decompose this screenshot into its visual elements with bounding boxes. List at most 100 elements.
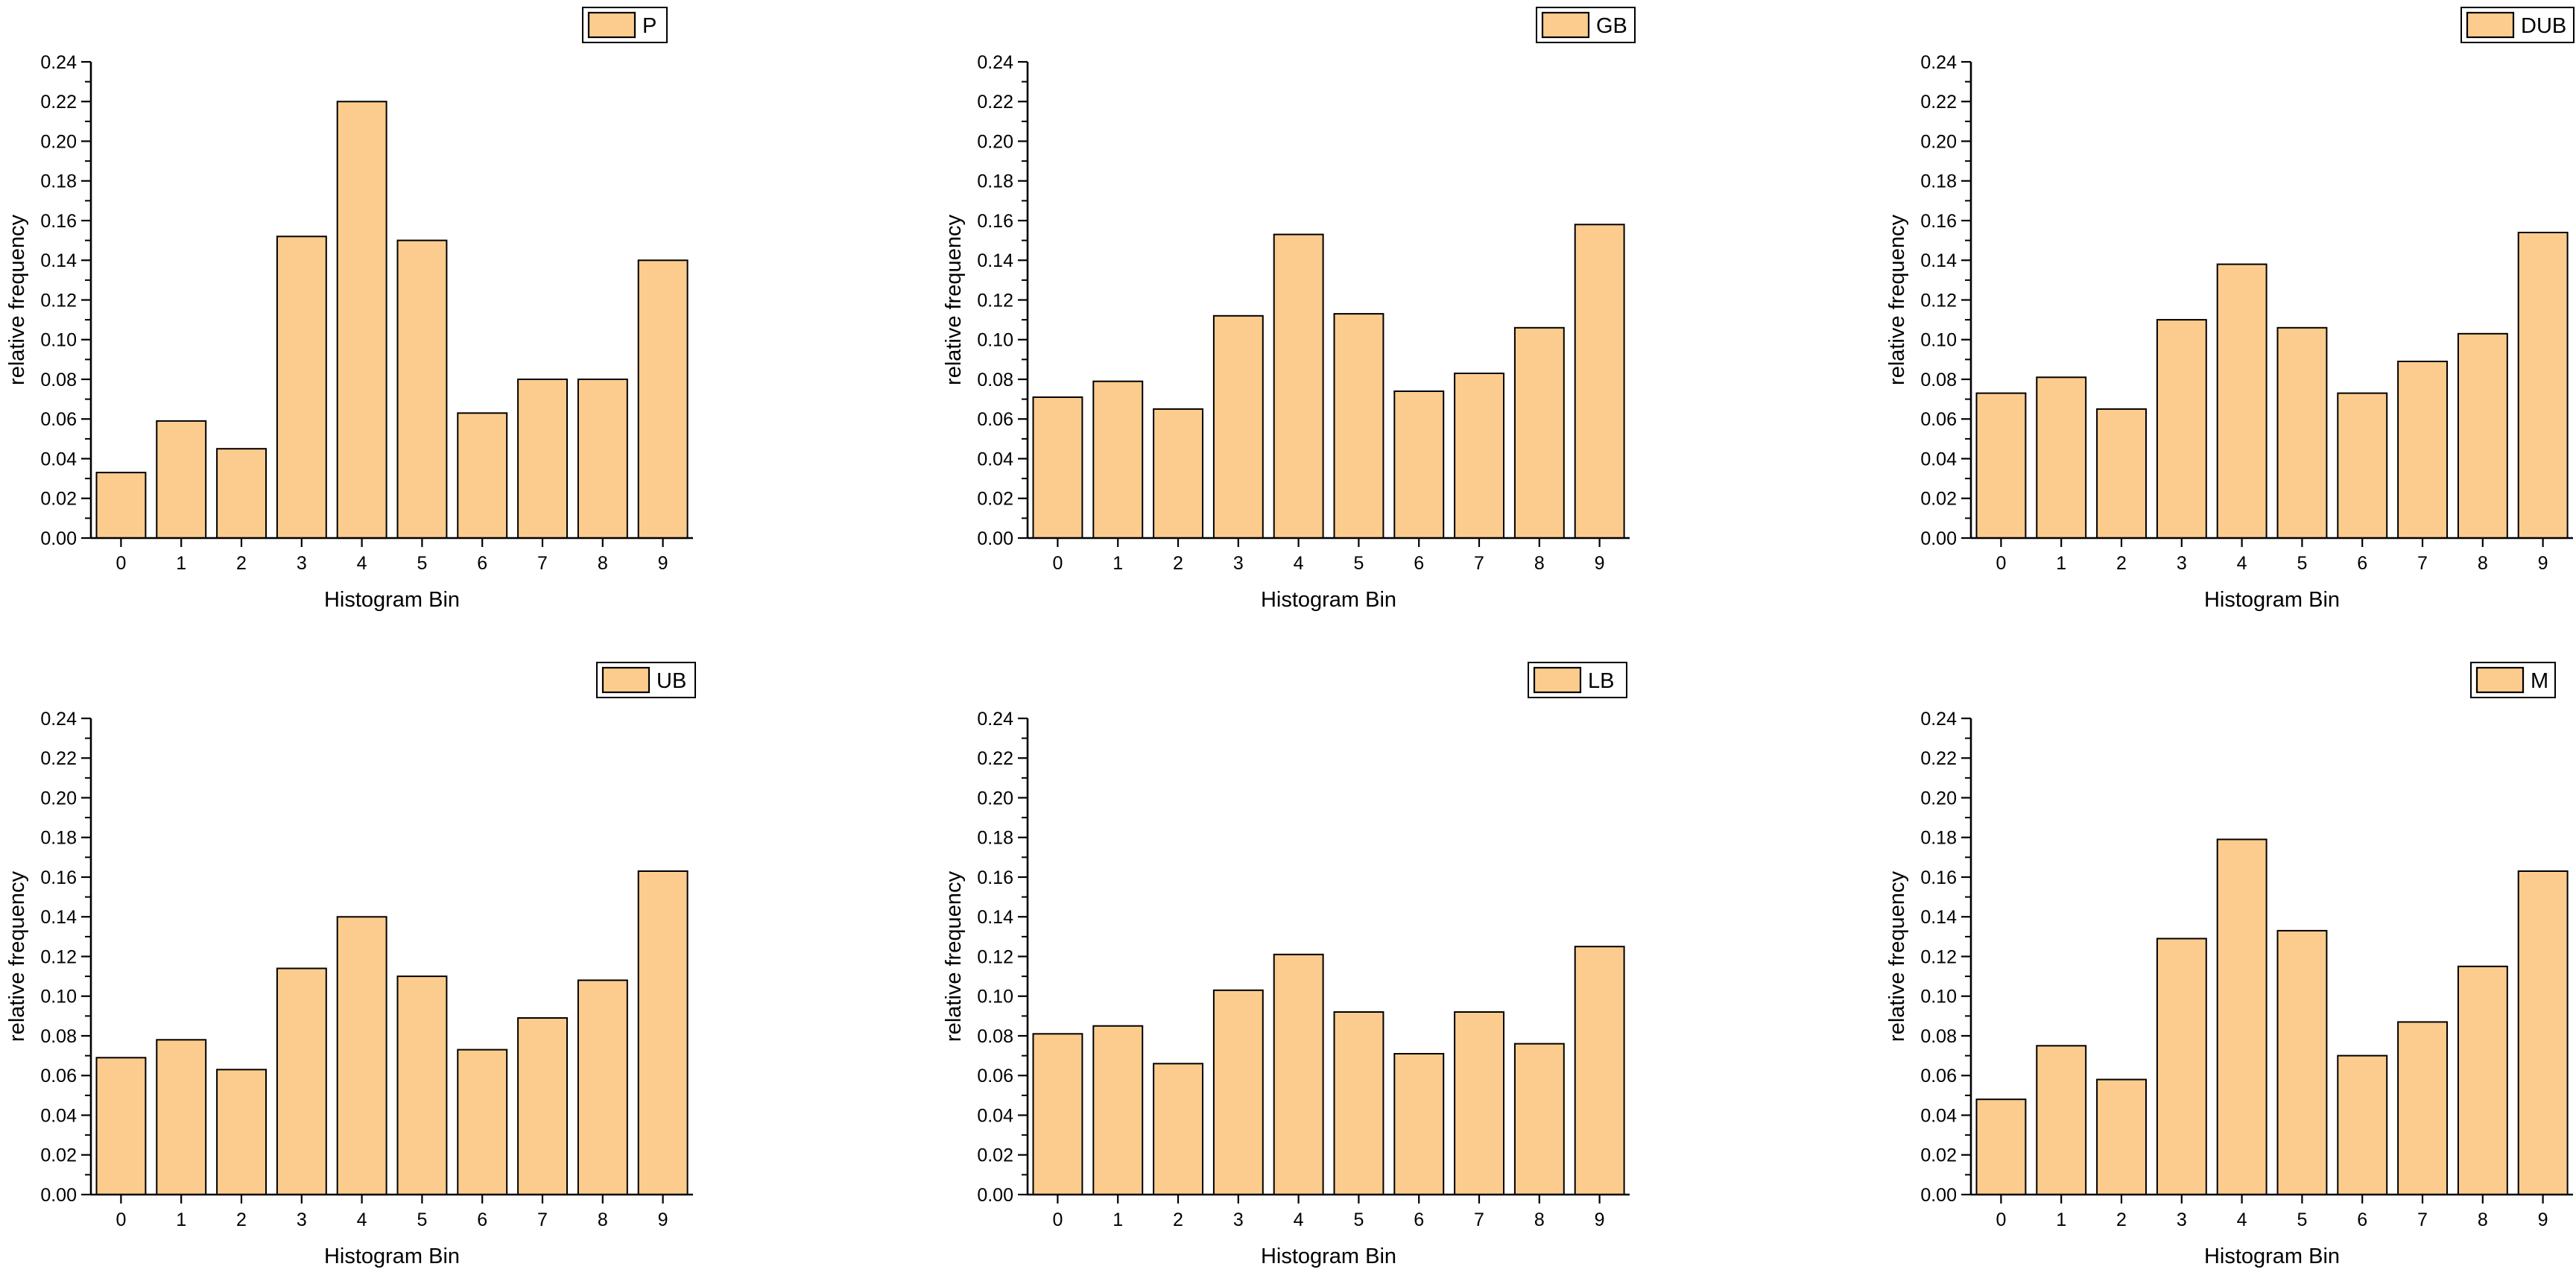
y-tick-label: 0.24 [1920, 709, 1957, 730]
x-tick-label: 3 [2177, 1209, 2187, 1230]
y-tick-label: 0.08 [40, 1026, 77, 1047]
bar-bin-7 [517, 1017, 568, 1195]
x-tick-label: 3 [1233, 553, 1244, 574]
bar-bin-4 [1273, 233, 1324, 539]
bar-bin-7 [1454, 1011, 1504, 1195]
x-tick-label: 7 [1474, 1209, 1484, 1230]
y-tick-label: 0.22 [40, 748, 77, 769]
bar-bin-2 [2096, 1078, 2148, 1195]
x-tick-label: 9 [658, 1209, 668, 1230]
y-tick-label: 0.08 [977, 370, 1013, 390]
y-tick-label: 0.00 [977, 1185, 1013, 1206]
x-tick-label: 6 [477, 553, 487, 574]
y-tick-label: 0.02 [977, 489, 1013, 510]
bar-bin-9 [1574, 224, 1625, 539]
bar-bin-0 [1032, 1033, 1083, 1195]
y-tick-label: 0.16 [977, 867, 1013, 888]
x-tick-label: 8 [1534, 553, 1545, 574]
y-tick-label: 0.02 [1920, 489, 1957, 510]
y-tick-label: 0.10 [977, 987, 1013, 1008]
x-tick-label: 9 [2538, 1209, 2548, 1230]
x-tick-label: 2 [1173, 1209, 1183, 1230]
bar-bin-9 [2517, 870, 2569, 1195]
legend-swatch [2475, 666, 2525, 694]
y-axis-title: relative frequency [1885, 871, 1909, 1042]
bar-bin-8 [2457, 332, 2508, 539]
bar-bin-7 [2397, 1021, 2448, 1195]
x-tick-label: 4 [2237, 1209, 2247, 1230]
y-tick-label: 0.18 [1920, 828, 1957, 849]
bar-bin-8 [2457, 965, 2508, 1195]
y-tick-label: 0.12 [977, 946, 1013, 967]
x-tick-label: 7 [537, 1209, 548, 1230]
x-tick-label: 3 [297, 1209, 307, 1230]
bar-bin-8 [577, 979, 628, 1195]
x-tick-label: 0 [1052, 553, 1063, 574]
legend-label: DUB [2521, 14, 2566, 38]
x-tick-label: 4 [357, 1209, 367, 1230]
bar-bin-6 [1393, 1053, 1445, 1195]
legend: UB [596, 662, 696, 698]
y-tick-label: 0.04 [977, 449, 1013, 469]
bar-bin-7 [1454, 373, 1504, 539]
y-tick-label: 0.22 [977, 92, 1013, 113]
x-tick-label: 2 [1173, 553, 1183, 574]
x-tick-label: 6 [2357, 1209, 2367, 1230]
y-tick-label: 0.00 [1920, 1185, 1957, 1206]
y-tick-label: 0.20 [1920, 788, 1957, 809]
y-tick-label: 0.04 [1920, 1105, 1957, 1126]
y-tick-label: 0.06 [977, 1066, 1013, 1087]
y-tick-label: 0.18 [40, 171, 77, 192]
legend: M [2470, 662, 2556, 698]
bar-bin-1 [2036, 1045, 2087, 1195]
x-tick-label: 8 [598, 1209, 608, 1230]
bar-bin-8 [1513, 326, 1565, 539]
legend-label: UB [656, 669, 686, 693]
bar-bin-3 [1212, 989, 1264, 1195]
bar-bin-4 [336, 101, 387, 540]
y-tick-label: 0.18 [977, 171, 1013, 192]
x-axis-title: Histogram Bin [324, 1245, 460, 1268]
x-axis-title: Histogram Bin [2204, 1245, 2340, 1268]
bar-bin-1 [2036, 376, 2087, 539]
bar-bin-5 [396, 239, 448, 539]
bar-bin-1 [156, 420, 207, 540]
bar-bin-2 [216, 448, 268, 540]
bar-bin-0 [95, 1057, 147, 1195]
bar-bin-3 [2156, 937, 2207, 1195]
y-tick-label: 0.08 [977, 1026, 1013, 1047]
x-tick-label: 3 [1233, 1209, 1244, 1230]
y-tick-label: 0.14 [40, 250, 77, 271]
y-tick-label: 0.16 [40, 867, 77, 888]
y-tick-label: 0.24 [977, 52, 1013, 73]
bar-bin-4 [336, 916, 387, 1196]
x-axis-title: Histogram Bin [2204, 588, 2340, 612]
bar-bin-1 [1092, 1025, 1144, 1196]
y-tick-label: 0.04 [977, 1105, 1013, 1126]
bar-bin-5 [2276, 929, 2328, 1195]
bar-bin-0 [95, 472, 147, 539]
x-tick-label: 2 [236, 553, 247, 574]
legend-label: P [642, 14, 656, 38]
y-tick-label: 0.14 [977, 250, 1013, 271]
bar-bin-3 [276, 967, 327, 1195]
x-tick-label: 9 [658, 553, 668, 574]
bar-bin-7 [2397, 361, 2448, 539]
x-tick-label: 9 [1595, 553, 1605, 574]
bar-bin-6 [457, 1049, 508, 1195]
x-tick-label: 2 [2116, 1209, 2127, 1230]
bar-bin-9 [2517, 232, 2569, 539]
histogram-svg-ub: 0.00 0.02 0.04 0.06 0.08 0.10 0.12 0.14 0.16 0.18… [5, 662, 696, 1268]
bar-bin-0 [1032, 396, 1083, 539]
legend-swatch [601, 666, 651, 694]
y-tick-label: 0.14 [977, 907, 1013, 928]
y-tick-label: 0.16 [977, 211, 1013, 232]
x-tick-label: 7 [2417, 553, 2428, 574]
x-tick-label: 2 [236, 1209, 247, 1230]
legend: LB [1528, 662, 1627, 698]
y-tick-label: 0.02 [977, 1145, 1013, 1166]
legend-label: LB [1588, 669, 1614, 693]
y-tick-label: 0.20 [1920, 131, 1957, 152]
legend: P [582, 7, 668, 43]
